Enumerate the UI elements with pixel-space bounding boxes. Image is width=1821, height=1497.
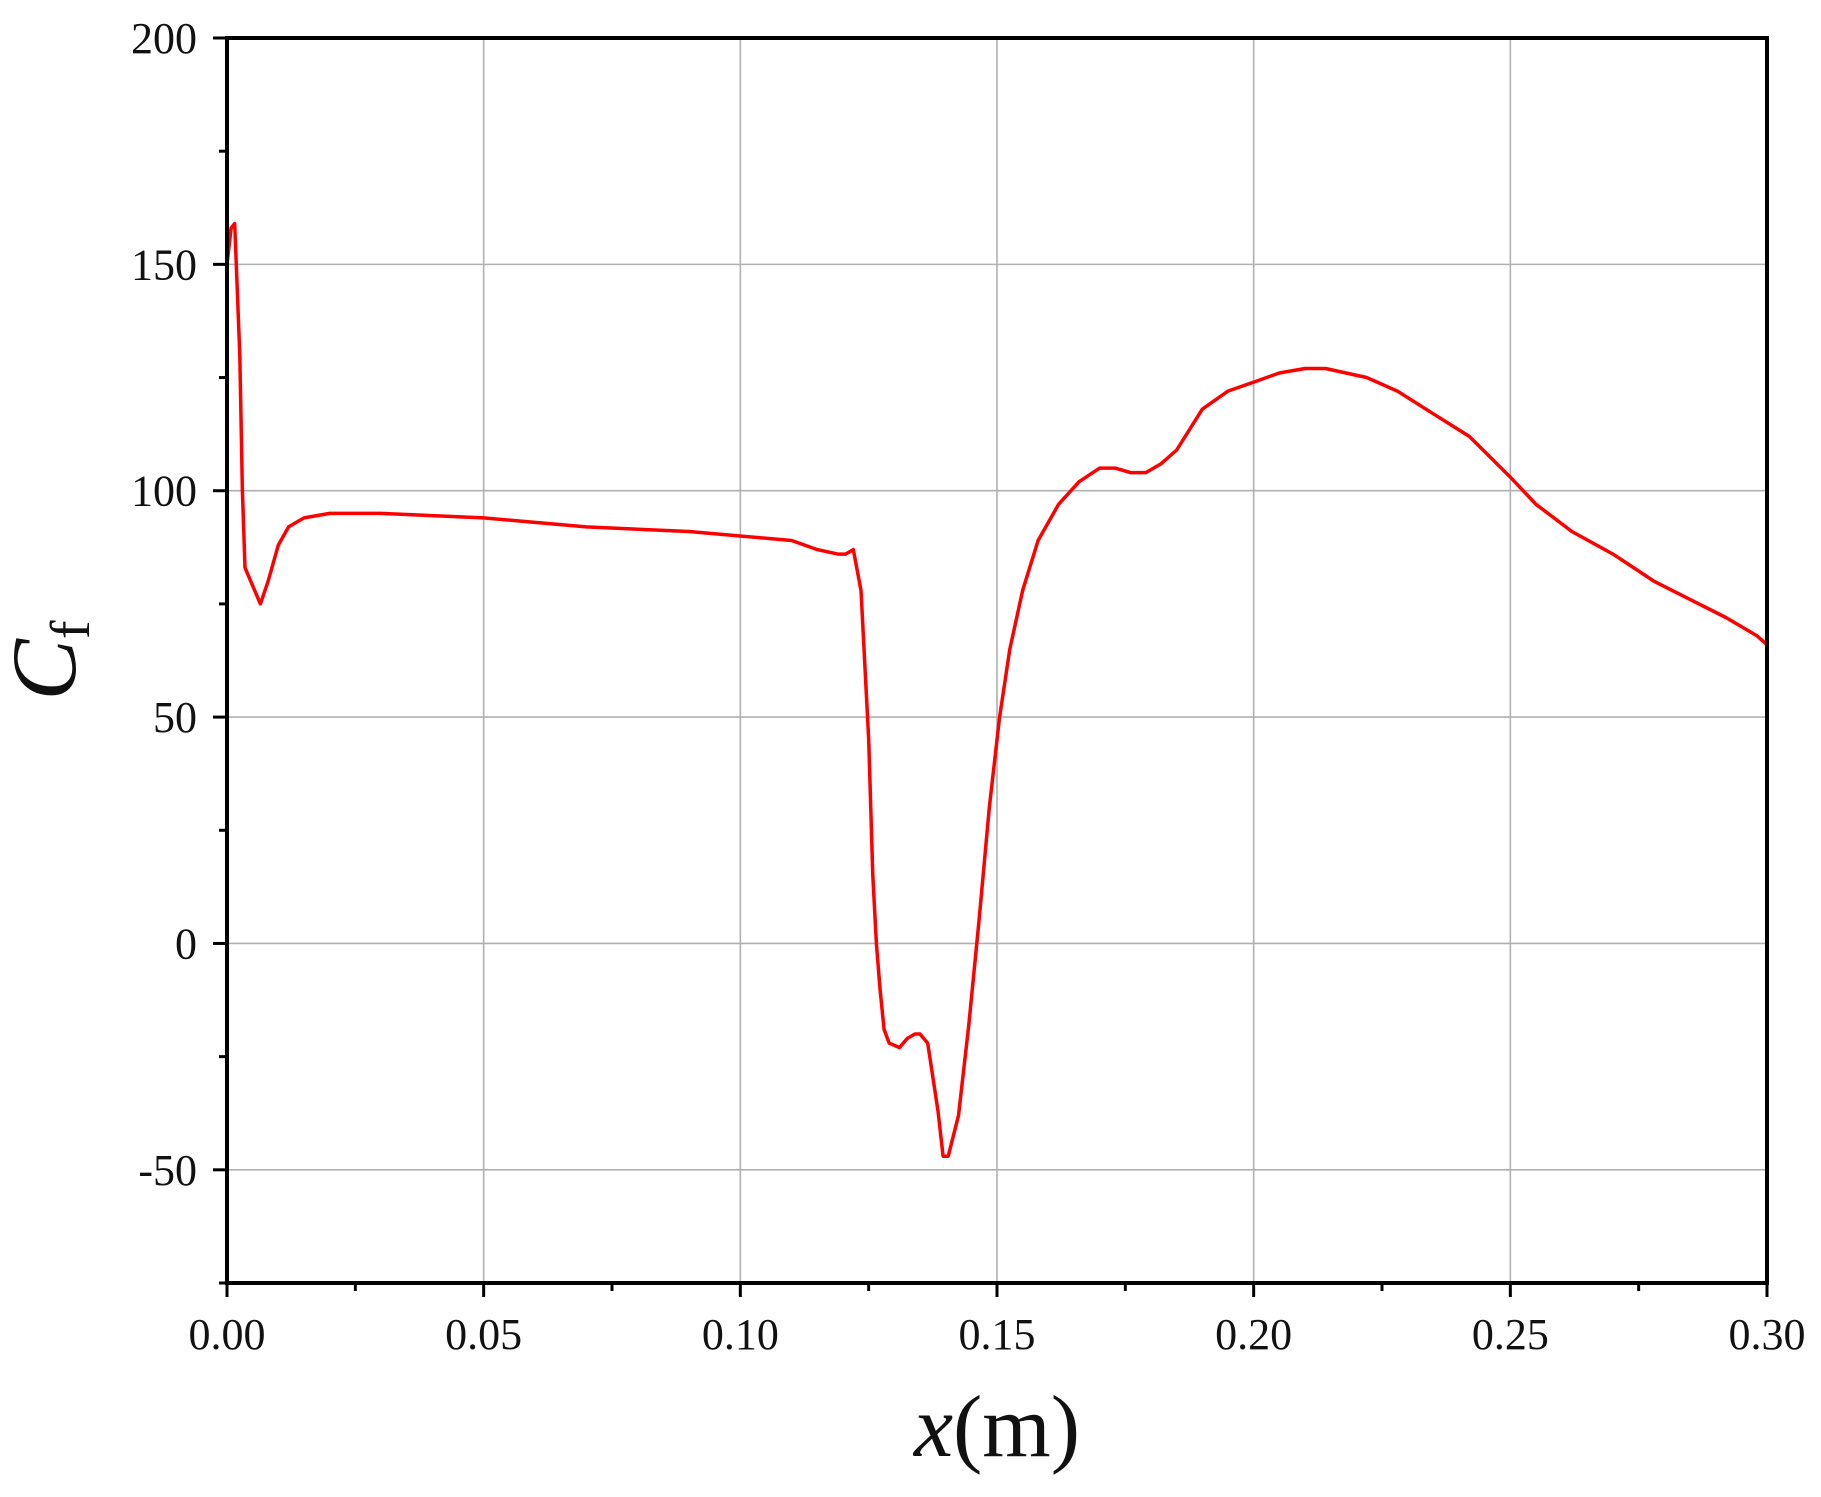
ticks [213, 36, 1769, 1297]
series-layer [225, 221, 1769, 1158]
x-tick-label: 0.20 [1215, 1310, 1292, 1359]
y-axis-title-sub: f [40, 620, 102, 639]
x-axis-title: x(m) [912, 1379, 1080, 1476]
y-tick-label: -50 [138, 1146, 197, 1195]
y-tick-label: 150 [131, 240, 197, 289]
y-axis-title-main: C [0, 638, 95, 701]
y-tick-label: 50 [153, 693, 197, 742]
x-tick-label: 0.25 [1472, 1310, 1549, 1359]
x-tick-label: 0.10 [702, 1310, 779, 1359]
series-line [225, 221, 1769, 1158]
y-axis-title: Cf [0, 620, 102, 700]
y-tick-label: 0 [175, 919, 197, 968]
y-tick-label: 100 [131, 467, 197, 516]
x-tick-label: 0.00 [189, 1310, 266, 1359]
tick-labels: 0.00 0.05 0.10 0.15 0.20 0.25 0.30 -50 0 50 100 150… [131, 14, 1806, 1359]
x-axis-title-unit: (m) [953, 1379, 1080, 1476]
y-tick-label: 200 [131, 14, 197, 63]
x-tick-label: 0.30 [1729, 1310, 1806, 1359]
x-tick-label: 0.05 [445, 1310, 522, 1359]
x-tick-label: 0.15 [959, 1310, 1036, 1359]
x-axis-title-var: x [912, 1379, 953, 1476]
